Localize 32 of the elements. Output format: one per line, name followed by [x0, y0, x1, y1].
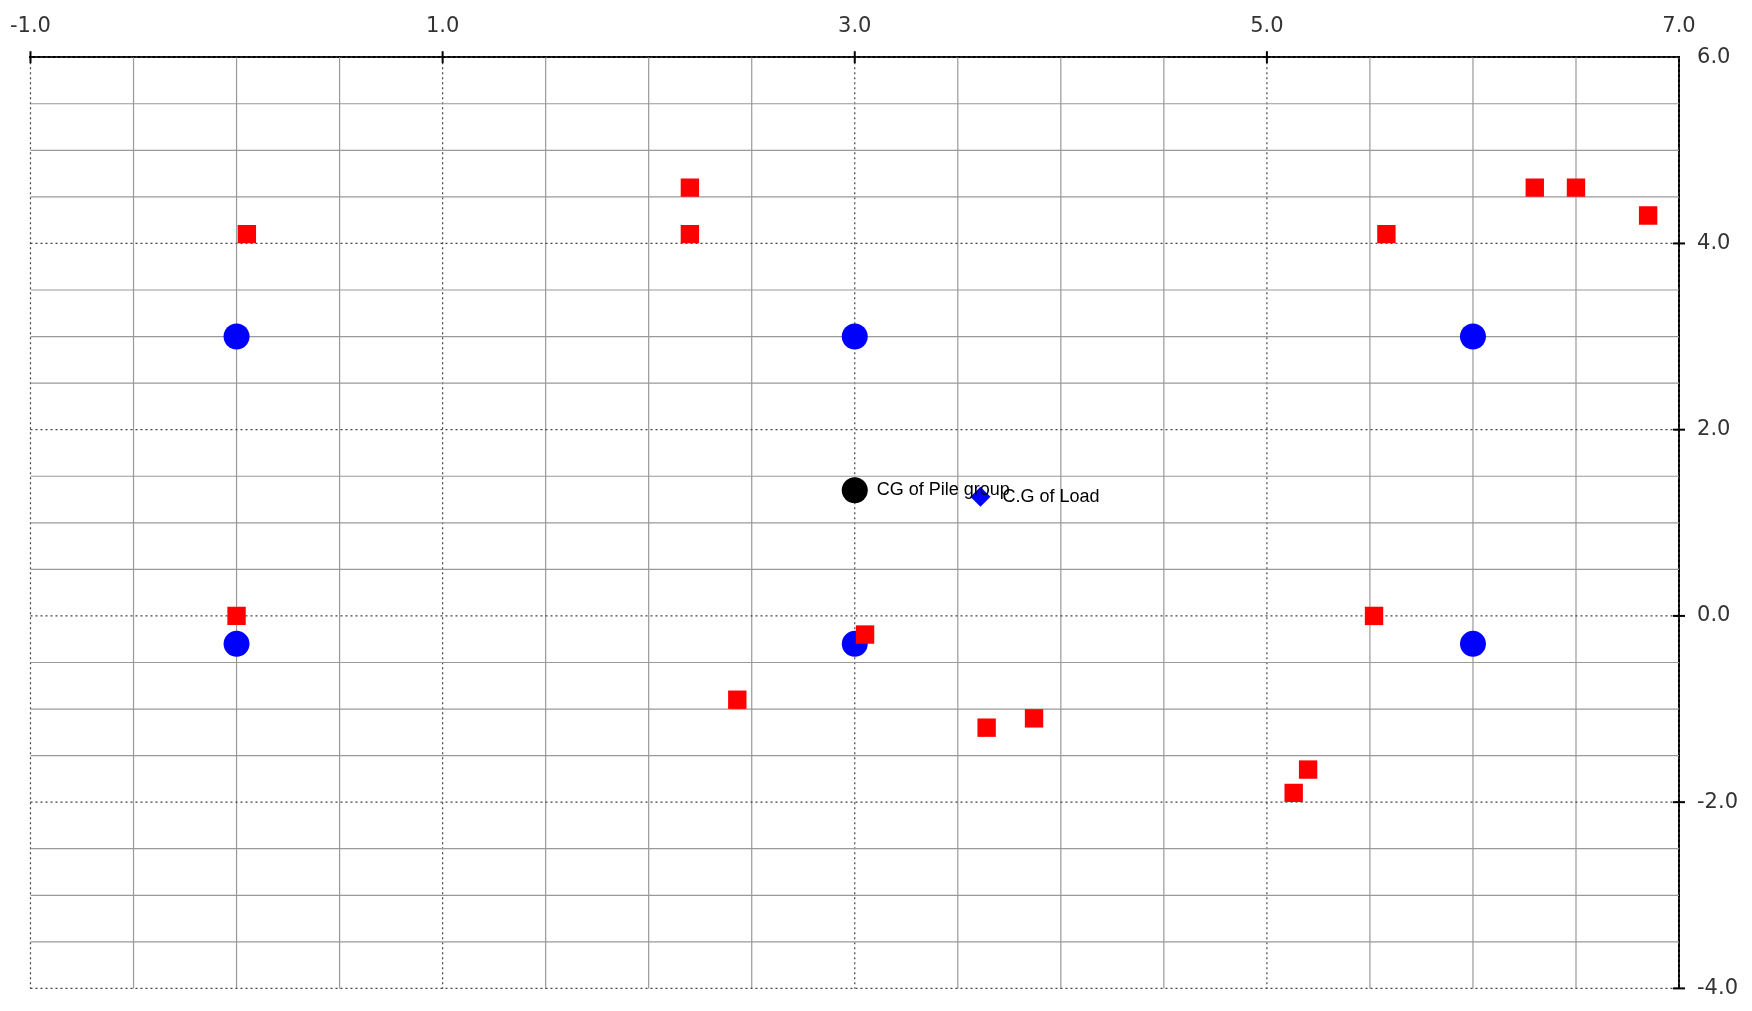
point	[841, 477, 868, 504]
point	[1284, 783, 1303, 803]
y-tick-label: 2.0	[1697, 416, 1731, 441]
point	[237, 224, 257, 244]
point	[977, 718, 996, 737]
y-tick-label: 4.0	[1697, 229, 1731, 254]
x-tick-label: 7.0	[1662, 13, 1696, 38]
point	[1298, 760, 1318, 779]
y-tick-label: 6.0	[1697, 43, 1731, 68]
point	[1024, 709, 1044, 728]
point	[841, 323, 868, 350]
x-tick-label: 5.0	[1250, 13, 1284, 38]
x-tick-label: -1.0	[10, 13, 51, 38]
point	[1459, 630, 1486, 657]
y-tick-label: -2.0	[1697, 788, 1739, 813]
point	[680, 224, 700, 244]
y-tick-label: -4.0	[1697, 974, 1739, 999]
point	[223, 630, 250, 657]
point	[1566, 178, 1586, 197]
point	[680, 178, 700, 197]
point	[1364, 606, 1384, 626]
point	[227, 606, 246, 626]
point	[1459, 323, 1486, 350]
point	[728, 690, 747, 709]
x-tick-label: 1.0	[425, 13, 460, 38]
point	[855, 625, 875, 644]
y-tick-label: 0.0	[1697, 602, 1731, 627]
point	[1525, 178, 1544, 197]
point	[1638, 206, 1658, 225]
point	[1377, 224, 1396, 244]
point	[223, 323, 250, 350]
x-tick-label: 3.0	[838, 13, 872, 38]
